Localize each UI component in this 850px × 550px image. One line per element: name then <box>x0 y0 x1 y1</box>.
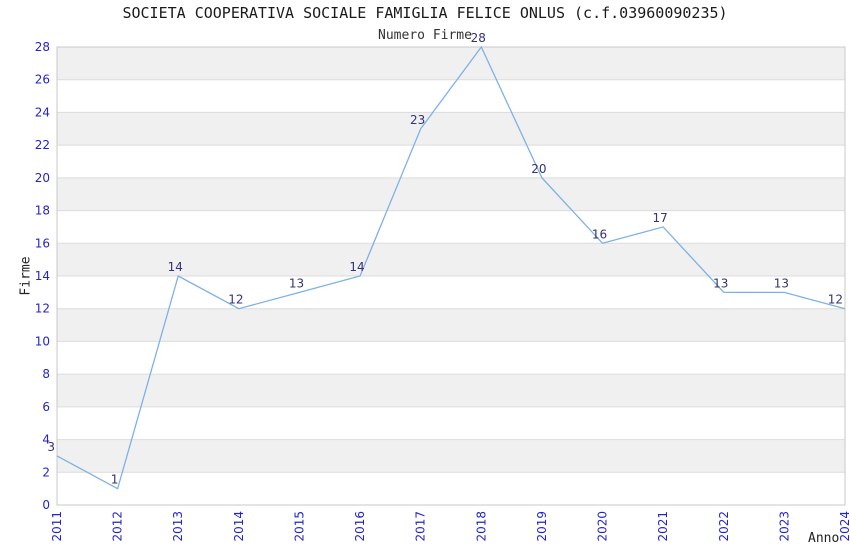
data-point-label: 3 <box>47 440 55 454</box>
x-tick-label: 2012 <box>111 511 125 542</box>
y-tick-label: 14 <box>35 269 50 283</box>
data-point-label: 28 <box>471 31 486 45</box>
data-point-label: 13 <box>713 276 728 290</box>
x-tick-label: 2019 <box>535 511 549 542</box>
y-axis-label: Firme <box>18 256 34 296</box>
x-tick-label: 2017 <box>414 511 428 542</box>
data-point-label: 13 <box>774 276 789 290</box>
y-tick-label: 20 <box>35 171 50 185</box>
y-tick-label: 0 <box>42 498 50 512</box>
y-tick-label: 16 <box>35 236 50 250</box>
data-point-label: 13 <box>289 276 304 290</box>
data-point-label: 12 <box>828 293 843 307</box>
x-tick-label: 2021 <box>656 511 670 542</box>
y-tick-label: 4 <box>42 433 50 447</box>
x-tick-label: 2018 <box>474 511 488 542</box>
y-tick-label: 2 <box>42 465 50 479</box>
plot-band <box>57 308 845 342</box>
plot-border <box>56 46 846 506</box>
x-tick-label: 2023 <box>777 511 791 542</box>
data-point-label: 14 <box>168 260 183 274</box>
y-tick-label: 10 <box>35 334 50 348</box>
plot-band <box>57 112 845 146</box>
x-tick-label: 2014 <box>232 511 246 542</box>
x-tick-label: 2015 <box>292 511 306 542</box>
data-point-label: 12 <box>228 293 243 307</box>
data-point-label: 23 <box>410 113 425 127</box>
y-tick-label: 18 <box>35 204 50 218</box>
data-line <box>56 45 846 490</box>
data-point-label: 16 <box>592 227 607 241</box>
data-point-label: 1 <box>111 473 119 487</box>
plot-band <box>57 243 845 276</box>
x-tick-label: 2016 <box>353 511 367 542</box>
y-tick-label: 12 <box>35 302 50 316</box>
chart-title: SOCIETA COOPERATIVA SOCIALE FAMIGLIA FEL… <box>122 4 728 22</box>
x-tick-label: 2020 <box>596 511 610 542</box>
x-tick-label: 2013 <box>171 511 185 542</box>
x-tick-label: 2011 <box>50 511 64 542</box>
x-axis-label: Anno <box>808 531 840 546</box>
y-tick-label: 24 <box>35 105 50 119</box>
chart-subtitle: Numero Firme <box>378 28 472 43</box>
plot-band <box>57 374 845 407</box>
y-tick-label: 28 <box>35 40 50 54</box>
x-tick-label: 2024 <box>838 511 850 542</box>
y-tick-label: 6 <box>42 400 50 414</box>
y-tick-label: 26 <box>35 73 50 87</box>
plot-band <box>57 439 845 473</box>
plot-band <box>57 47 845 80</box>
x-tick-label: 2022 <box>717 511 731 542</box>
data-point-label: 20 <box>531 162 546 176</box>
y-tick-label: 22 <box>35 138 50 152</box>
data-point-label: 17 <box>653 211 668 225</box>
y-tick-label: 8 <box>42 367 50 381</box>
plot-band <box>57 177 845 211</box>
data-point-label: 14 <box>349 260 364 274</box>
